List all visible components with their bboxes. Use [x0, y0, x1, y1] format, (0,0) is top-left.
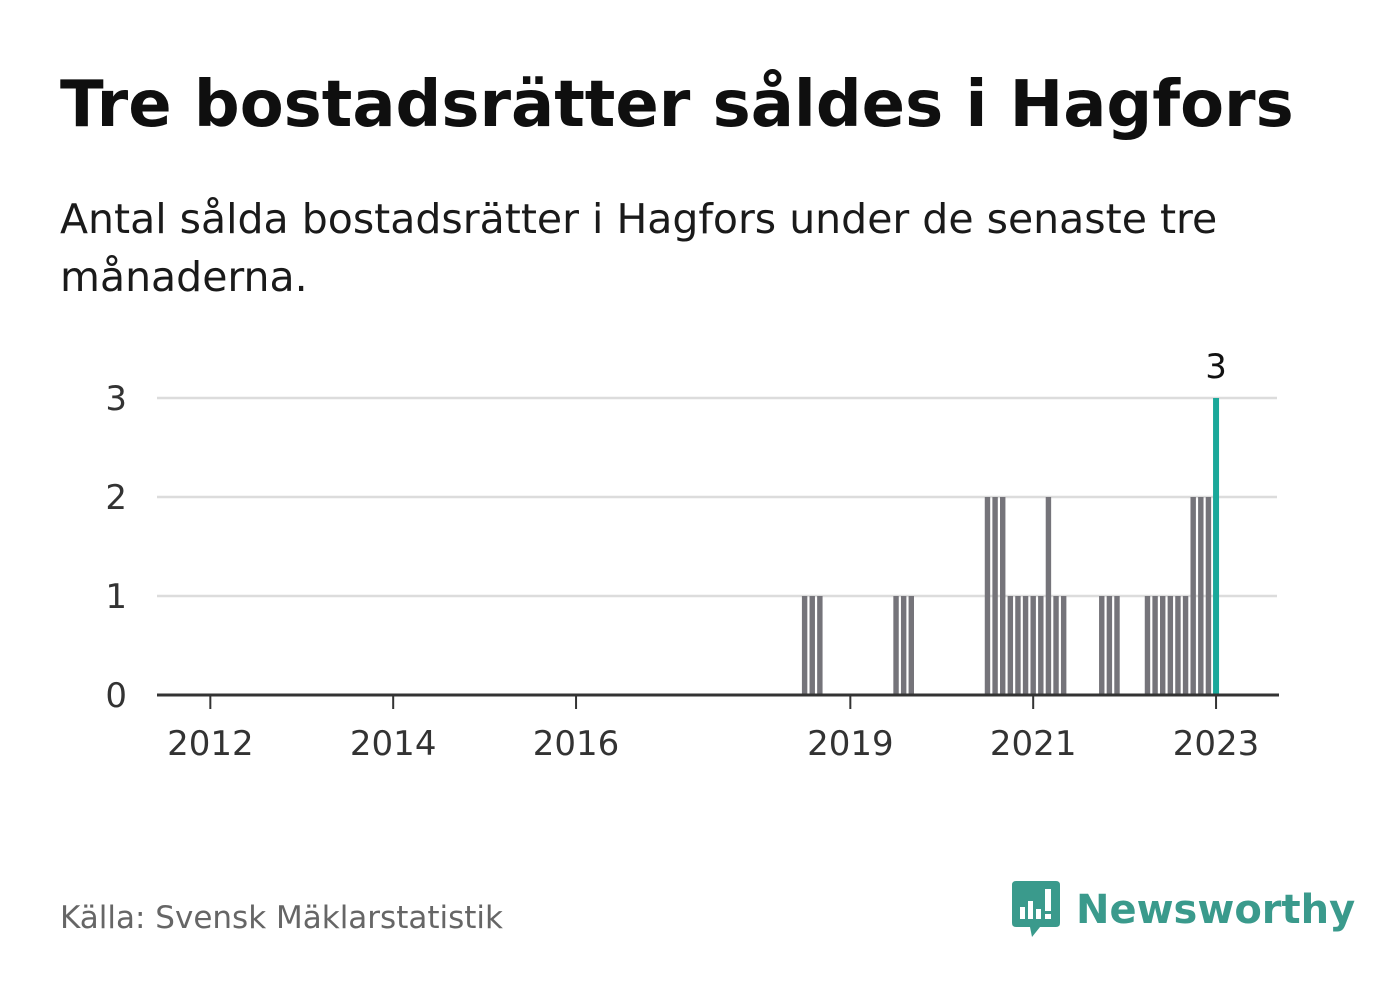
bar [1144, 596, 1151, 695]
highlight-bar [1213, 398, 1220, 695]
chart-title: Tre bostadsrätter såldes i Hagfors [60, 68, 1294, 142]
bar [908, 596, 914, 695]
bar [1000, 497, 1006, 695]
bar [1182, 596, 1189, 695]
bar [1038, 596, 1044, 695]
bar [992, 497, 998, 695]
source-note: Källa: Svensk Mäklarstatistik [60, 900, 503, 936]
bar [1205, 497, 1212, 695]
y-tick-label: 3 [105, 379, 127, 419]
bar [900, 596, 907, 695]
bars [801, 398, 1220, 695]
x-tick-label: 2012 [167, 724, 254, 764]
bar [1053, 596, 1059, 695]
grid-lines [157, 396, 1277, 598]
x-tick-label: 2014 [350, 724, 437, 764]
bar-chart: 0 1 2 3 2012 2014 2016 2019 2021 2023 3 [105, 347, 1279, 764]
bar [1190, 497, 1196, 695]
bar [1060, 596, 1067, 695]
bar [1167, 596, 1174, 695]
x-tick-label: 2023 [1173, 724, 1260, 764]
x-tick-label: 2019 [807, 724, 894, 764]
bar [1198, 497, 1204, 695]
bar [1045, 497, 1052, 695]
chart-subtitle: Antal sålda bostadsrätter i Hagfors unde… [60, 195, 1218, 301]
y-axis-ticks: 0 1 2 3 [105, 379, 127, 716]
bar [1030, 596, 1036, 695]
bar [1160, 596, 1166, 695]
x-axis-ticks: 2012 2014 2016 2019 2021 2023 [167, 695, 1259, 764]
bar [1152, 596, 1158, 695]
bar [1175, 596, 1181, 695]
data-labels: 3 [1205, 347, 1227, 387]
newsworthy-logo-icon [1012, 881, 1060, 937]
bar [809, 596, 815, 695]
bar [1015, 596, 1021, 695]
bar [1114, 596, 1120, 695]
bar [1022, 596, 1029, 695]
y-tick-label: 0 [105, 676, 127, 716]
bar [817, 596, 823, 695]
y-tick-label: 1 [105, 577, 127, 617]
y-tick-label: 2 [105, 478, 127, 518]
bar [1007, 596, 1014, 695]
bar [1106, 596, 1113, 695]
x-tick-label: 2021 [990, 724, 1077, 764]
brand-name: Newsworthy [1076, 887, 1356, 933]
bar [801, 596, 808, 695]
brand-logo: Newsworthy [1010, 878, 1355, 942]
bar [984, 497, 991, 695]
bar [893, 596, 899, 695]
bar [1099, 596, 1105, 695]
data-label: 3 [1205, 347, 1227, 387]
x-tick-label: 2016 [533, 724, 620, 764]
